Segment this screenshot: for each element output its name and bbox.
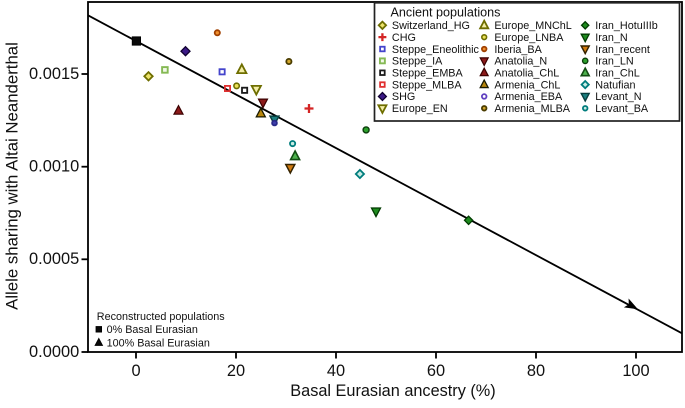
svg-text:80: 80 [527,362,545,380]
svg-text:0.0010: 0.0010 [29,158,79,176]
svg-text:Anatolia_N: Anatolia_N [494,56,547,68]
svg-text:Iran_recent: Iran_recent [595,44,650,56]
svg-text:Iran_LN: Iran_LN [595,56,633,68]
svg-text:Allele sharing with Altai Nean: Allele sharing with Altai Neanderthal [3,42,22,310]
svg-text:Reconstructed populations: Reconstructed populations [97,311,225,323]
svg-text:Armenia_EBA: Armenia_EBA [494,91,563,103]
svg-text:Ancient populations: Ancient populations [391,6,501,20]
svg-text:Basal Eurasian ancestry (%): Basal Eurasian ancestry (%) [290,382,495,400]
svg-text:40: 40 [327,362,345,380]
svg-text:CHG: CHG [392,32,416,44]
svg-text:0.0005: 0.0005 [29,250,79,268]
svg-text:Europe_MNChL: Europe_MNChL [494,20,571,32]
svg-text:Iran_ChL: Iran_ChL [595,68,639,80]
svg-text:Natufian: Natufian [595,79,635,91]
svg-text:Anatolia_ChL: Anatolia_ChL [494,68,559,80]
svg-text:Europe_EN: Europe_EN [392,103,448,115]
svg-text:Switzerland_HG: Switzerland_HG [392,20,470,32]
svg-text:0% Basal Eurasian: 0% Basal Eurasian [107,324,198,336]
svg-text:100% Basal Eurasian: 100% Basal Eurasian [107,338,210,350]
svg-text:Steppe_IA: Steppe_IA [392,56,443,68]
svg-text:Steppe_Eneolithic: Steppe_Eneolithic [392,44,480,56]
svg-text:100: 100 [622,362,649,380]
svg-text:0: 0 [131,362,140,380]
svg-text:Levant_N: Levant_N [595,91,641,103]
svg-text:Europe_LNBA: Europe_LNBA [494,32,564,44]
svg-text:Iran_N: Iran_N [595,32,627,44]
svg-text:Steppe_MLBA: Steppe_MLBA [392,79,462,91]
svg-text:Iran_HotuIIIb: Iran_HotuIIIb [595,20,657,32]
svg-text:20: 20 [227,362,245,380]
svg-text:0.0015: 0.0015 [29,65,79,83]
svg-text:Armenia_MLBA: Armenia_MLBA [494,103,570,115]
svg-text:Armenia_ChL: Armenia_ChL [494,79,560,91]
svg-text:Steppe_EMBA: Steppe_EMBA [392,68,464,80]
svg-text:Levant_BA: Levant_BA [595,103,649,115]
svg-text:0.0000: 0.0000 [29,343,79,361]
svg-text:SHG: SHG [392,91,415,103]
svg-text:Iberia_BA: Iberia_BA [494,44,542,56]
svg-text:60: 60 [427,362,445,380]
